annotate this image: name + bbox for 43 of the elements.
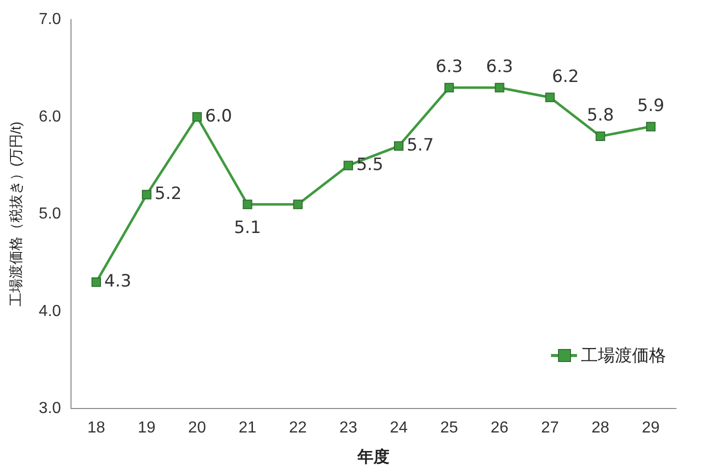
legend-label: 工場渡価格 [581,344,666,367]
x-tick-label: 28 [591,420,610,437]
x-tick-label: 22 [289,420,307,437]
y-tick-label: 5.0 [38,206,62,223]
point [596,132,606,142]
point [646,122,656,132]
data-label: 4.3 [104,272,132,292]
data-label: 5.2 [154,184,182,204]
x-tick-label: 26 [490,420,509,437]
x-tick-label: 21 [238,420,256,437]
data-label: 5.5 [356,154,384,175]
data-label: 5.9 [637,96,664,116]
x-tick-label: 23 [339,420,358,437]
point [92,277,101,287]
x-tick-label: 29 [642,420,660,437]
data-label: 5.1 [234,218,262,238]
x-tick-label: 18 [87,420,106,437]
data-label: 6.0 [205,106,232,126]
data-label: 5.8 [586,106,614,126]
y-tick-label: 6.0 [38,108,62,126]
y-tick-label: 4.0 [38,302,62,320]
point [494,82,504,92]
point [242,200,252,210]
y-axis-title: 工場渡価格（税抜き）(万円/t) [7,122,24,307]
point [344,160,354,170]
point [444,82,454,92]
point [394,141,404,151]
point [192,112,202,122]
data-label: 6.3 [486,57,514,78]
x-tick-label: 27 [541,420,559,437]
y-tick-label: 7.0 [38,11,62,28]
data-label: 6.2 [552,66,580,87]
x-tick-label: 24 [390,420,408,437]
x-tick-label: 25 [440,420,458,437]
point [142,190,152,200]
x-tick-label: 19 [138,420,156,437]
y-tick-label: 3.0 [38,400,62,418]
data-label: 5.7 [406,135,434,156]
point [545,92,555,102]
data-label: 6.3 [436,57,463,78]
x-axis-title: 年度 [356,446,390,466]
point [293,200,303,210]
x-tick-label: 20 [188,420,206,437]
